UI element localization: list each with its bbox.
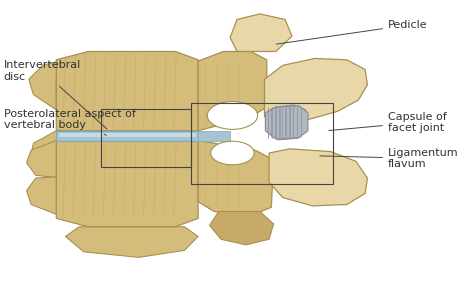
Polygon shape [27,140,61,178]
Ellipse shape [303,101,331,113]
Bar [101,108,191,167]
Polygon shape [27,177,61,214]
Polygon shape [198,140,273,216]
Polygon shape [265,106,308,139]
Bar [191,103,333,183]
Ellipse shape [207,101,257,129]
Polygon shape [56,140,198,227]
Polygon shape [59,133,196,137]
Text: Intervertebral
disc: Intervertebral disc [4,60,107,129]
Polygon shape [29,60,65,110]
Text: Pedicle: Pedicle [276,20,428,44]
Text: Capsule of
facet joint: Capsule of facet joint [329,112,447,133]
Polygon shape [210,211,273,245]
Polygon shape [56,51,198,131]
Polygon shape [264,58,367,120]
Polygon shape [56,131,198,141]
Ellipse shape [309,169,334,179]
Polygon shape [198,131,230,141]
Polygon shape [31,131,61,168]
Polygon shape [266,105,307,140]
Polygon shape [230,14,292,51]
Polygon shape [269,149,367,206]
Ellipse shape [211,141,254,165]
Polygon shape [65,227,198,257]
Polygon shape [198,51,267,131]
Text: Ligamentum
flavum: Ligamentum flavum [320,148,459,169]
Text: Posterolateral aspect of
vertebral body: Posterolateral aspect of vertebral body [4,109,136,135]
